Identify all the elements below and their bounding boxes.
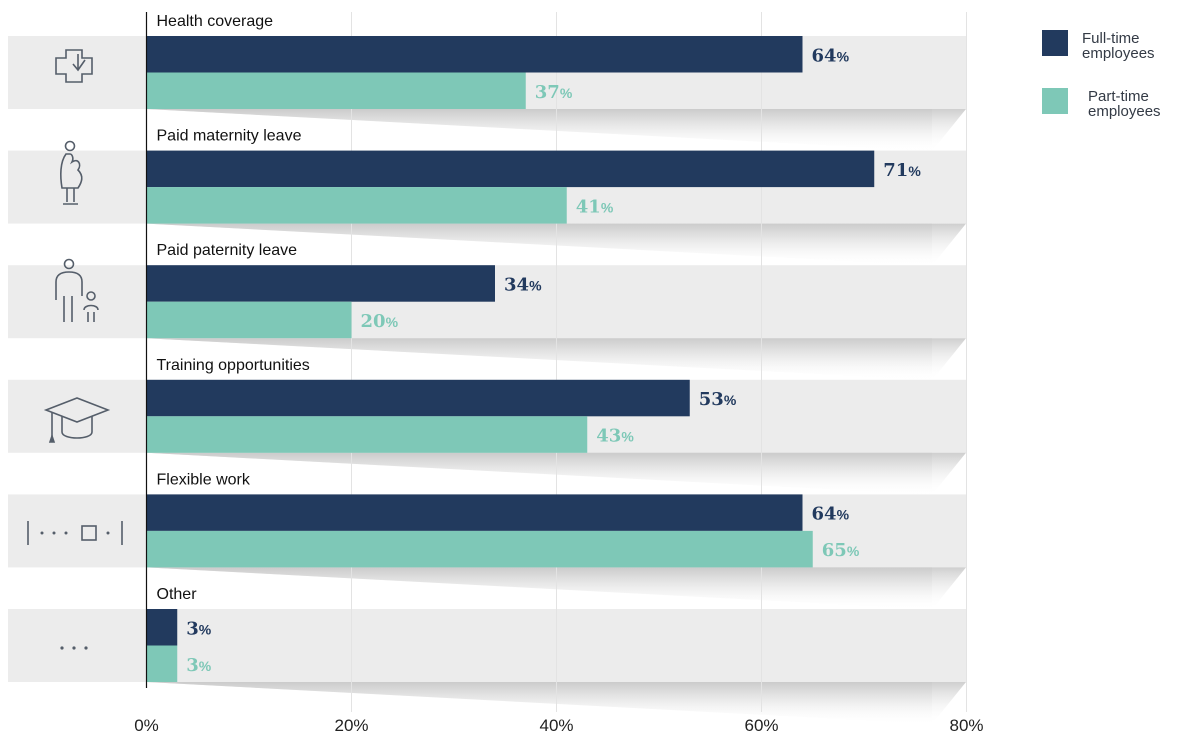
row-shadow-wedge — [146, 567, 932, 610]
bar-part-time — [146, 530, 813, 568]
value-label: 20% — [361, 311, 399, 332]
category-label: Flexible work — [157, 471, 251, 488]
x-tick-label: 60% — [744, 716, 778, 735]
bar-full-time — [146, 150, 875, 188]
value-label: 41% — [576, 196, 614, 217]
x-tick-label: 40% — [539, 716, 573, 735]
graduation-cap-icon — [43, 397, 111, 443]
row-shadow-wedge — [146, 452, 932, 495]
value-label: 37% — [535, 82, 573, 103]
bar-full-time — [146, 609, 178, 646]
legend-label-part-time: Part-time employees — [1088, 88, 1161, 120]
legend-label-full-time: Full-time employees — [1082, 30, 1155, 62]
category-label: Paid maternity leave — [157, 128, 302, 145]
category-label: Health coverage — [157, 13, 274, 30]
health-cross-icon — [55, 49, 93, 83]
value-label: 3% — [186, 655, 212, 676]
row-shadow-wedge — [146, 223, 932, 266]
flexible-schedule-icon — [27, 521, 123, 545]
more-dots-icon — [60, 646, 88, 650]
legend-swatch-full-time — [1042, 30, 1068, 56]
bar-part-time — [146, 645, 178, 682]
pregnant-woman-icon — [60, 140, 83, 205]
row-shadow-wedge — [146, 109, 932, 151]
bar-full-time — [146, 265, 495, 302]
bar-full-time — [146, 379, 690, 417]
x-tick-label: 20% — [334, 716, 368, 735]
value-label: 71% — [883, 160, 921, 181]
bar-part-time — [146, 72, 526, 109]
bar-full-time — [146, 36, 803, 73]
legend-swatch-part-time — [1042, 88, 1068, 114]
bar-part-time — [146, 416, 588, 453]
value-label: 3% — [186, 618, 212, 639]
bar-part-time — [146, 301, 352, 339]
value-label: 53% — [699, 389, 737, 410]
value-label: 64% — [812, 504, 850, 525]
row-shadow-wedge — [146, 338, 932, 381]
value-label: 64% — [812, 45, 850, 66]
parent-child-icon — [55, 258, 99, 322]
row-shadow-wedge — [146, 682, 932, 724]
value-label: 43% — [596, 426, 634, 447]
category-label: Paid paternity leave — [157, 242, 298, 259]
bar-full-time — [146, 494, 803, 531]
category-label: Training opportunities — [157, 357, 310, 374]
x-tick-label: 0% — [134, 716, 159, 735]
bar-part-time — [146, 187, 567, 224]
category-label: Other — [157, 586, 198, 603]
x-tick-label: 80% — [949, 716, 983, 735]
value-label: 65% — [822, 540, 860, 561]
value-label: 34% — [504, 274, 542, 295]
